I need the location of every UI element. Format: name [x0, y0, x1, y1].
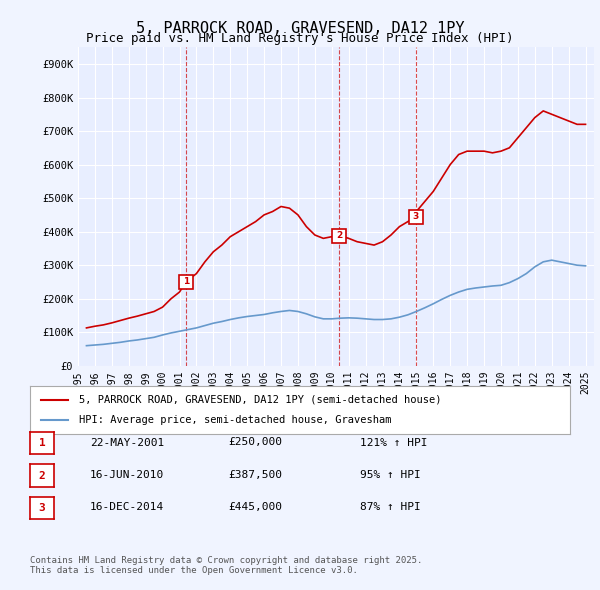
Text: £387,500: £387,500 — [228, 470, 282, 480]
Text: 22-MAY-2001: 22-MAY-2001 — [90, 438, 164, 447]
Text: 1: 1 — [38, 438, 46, 448]
Text: 95% ↑ HPI: 95% ↑ HPI — [360, 470, 421, 480]
Text: 1: 1 — [183, 277, 189, 287]
Text: HPI: Average price, semi-detached house, Gravesham: HPI: Average price, semi-detached house,… — [79, 415, 391, 425]
Text: Contains HM Land Registry data © Crown copyright and database right 2025.
This d: Contains HM Land Registry data © Crown c… — [30, 556, 422, 575]
Text: Price paid vs. HM Land Registry's House Price Index (HPI): Price paid vs. HM Land Registry's House … — [86, 32, 514, 45]
Text: £445,000: £445,000 — [228, 503, 282, 512]
Text: 3: 3 — [413, 212, 419, 221]
Text: 3: 3 — [38, 503, 46, 513]
Text: 87% ↑ HPI: 87% ↑ HPI — [360, 503, 421, 512]
Text: 121% ↑ HPI: 121% ↑ HPI — [360, 438, 427, 447]
Text: 5, PARROCK ROAD, GRAVESEND, DA12 1PY (semi-detached house): 5, PARROCK ROAD, GRAVESEND, DA12 1PY (se… — [79, 395, 441, 405]
Text: 16-JUN-2010: 16-JUN-2010 — [90, 470, 164, 480]
Text: 5, PARROCK ROAD, GRAVESEND, DA12 1PY: 5, PARROCK ROAD, GRAVESEND, DA12 1PY — [136, 21, 464, 35]
Text: 16-DEC-2014: 16-DEC-2014 — [90, 503, 164, 512]
Text: 2: 2 — [38, 471, 46, 480]
Text: 2: 2 — [336, 231, 343, 240]
Text: £250,000: £250,000 — [228, 438, 282, 447]
